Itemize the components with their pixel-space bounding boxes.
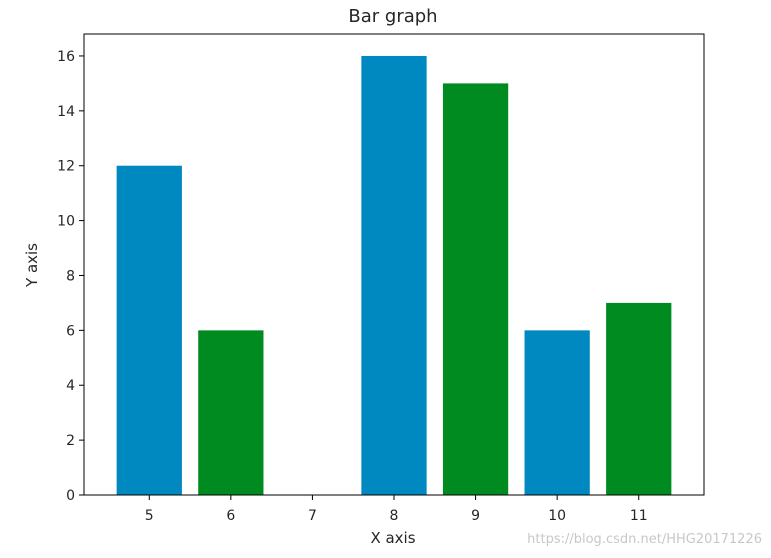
chart-title: Bar graph — [348, 6, 437, 27]
x-tick-label: 8 — [390, 508, 399, 524]
y-axis-label: Y axis — [23, 243, 41, 288]
y-tick-label: 16 — [57, 49, 75, 65]
y-tick-label: 14 — [57, 104, 75, 120]
y-tick-label: 0 — [66, 488, 75, 504]
x-axis-label: X axis — [370, 529, 415, 547]
x-tick-label: 5 — [145, 508, 154, 524]
x-tick-label: 6 — [226, 508, 235, 524]
y-tick-label: 6 — [66, 323, 75, 339]
bar-x10 — [524, 330, 590, 495]
y-tick-label: 10 — [57, 214, 75, 230]
bar-x8 — [361, 55, 427, 495]
bar-x6 — [198, 330, 264, 495]
y-tick-label: 12 — [57, 159, 75, 175]
x-tick-label: 10 — [548, 508, 566, 524]
y-tick-label: 4 — [66, 378, 75, 394]
x-tick-label: 7 — [308, 508, 317, 524]
bar-x5 — [116, 165, 182, 495]
y-tick-label: 2 — [66, 433, 75, 449]
x-tick-label: 11 — [630, 508, 648, 524]
y-tick-label: 8 — [66, 268, 75, 284]
x-tick-label: 9 — [471, 508, 480, 524]
bar-x9 — [442, 83, 509, 496]
y-axis-ticks: 0 2 4 6 8 10 12 14 16 — [57, 49, 84, 504]
bar-x11 — [606, 302, 672, 495]
bars-layer — [116, 55, 672, 496]
x-axis-ticks: 5 6 7 8 9 10 11 — [145, 495, 648, 524]
watermark-text: https://blog.csdn.net/HHG20171226 — [527, 532, 762, 547]
